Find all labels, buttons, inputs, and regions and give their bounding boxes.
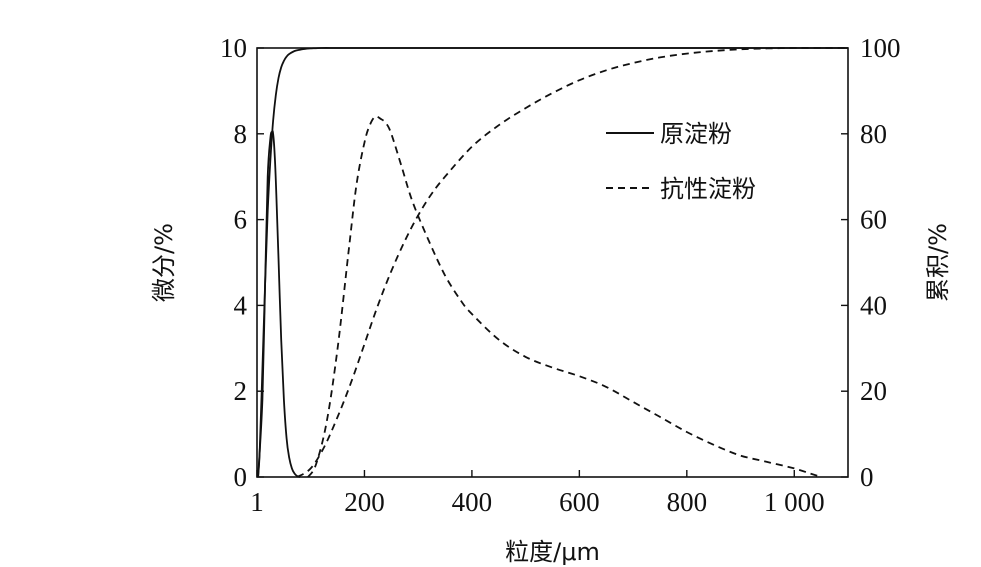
left-y-tick-label: 8 [234, 119, 248, 149]
right-y-tick-label: 0 [860, 462, 874, 492]
x-tick-label: 1 [250, 487, 264, 517]
right-y-tick-label: 60 [860, 205, 887, 235]
legend: 原淀粉 抗性淀粉 [606, 120, 756, 203]
x-tick-label: 800 [667, 487, 708, 517]
right-y-tick-label: 80 [860, 119, 887, 149]
x-axis-title: 粒度/μm [505, 538, 600, 566]
x-tick-label: 400 [452, 487, 493, 517]
series-lines [257, 47, 848, 478]
left-y-tick-label: 2 [234, 376, 248, 406]
legend-label-resistant-starch: 抗性淀粉 [660, 175, 756, 203]
resistant-starch-differential-line [307, 115, 822, 478]
legend-label-original-starch: 原淀粉 [660, 120, 732, 148]
left-y-tick-label: 6 [234, 205, 248, 235]
left-y-tick-label: 4 [234, 290, 248, 320]
left-y-tick-label: 10 [220, 33, 247, 63]
left-y-tick-label: 0 [234, 462, 248, 492]
axes [256, 47, 849, 478]
right-y-axis-title: 累积/% [924, 223, 952, 302]
plot-frame [256, 47, 849, 478]
x-tick-label: 200 [344, 487, 385, 517]
x-tick-label: 600 [559, 487, 600, 517]
original-starch-cumulative-line [257, 47, 848, 478]
left-y-axis-title: 微分/% [150, 223, 178, 302]
resistant-starch-cumulative-line [296, 47, 848, 478]
right-y-tick-label: 100 [860, 33, 901, 63]
right-y-tick-label: 20 [860, 376, 887, 406]
x-tick-label: 1 000 [764, 487, 825, 517]
right-y-tick-label: 40 [860, 290, 887, 320]
